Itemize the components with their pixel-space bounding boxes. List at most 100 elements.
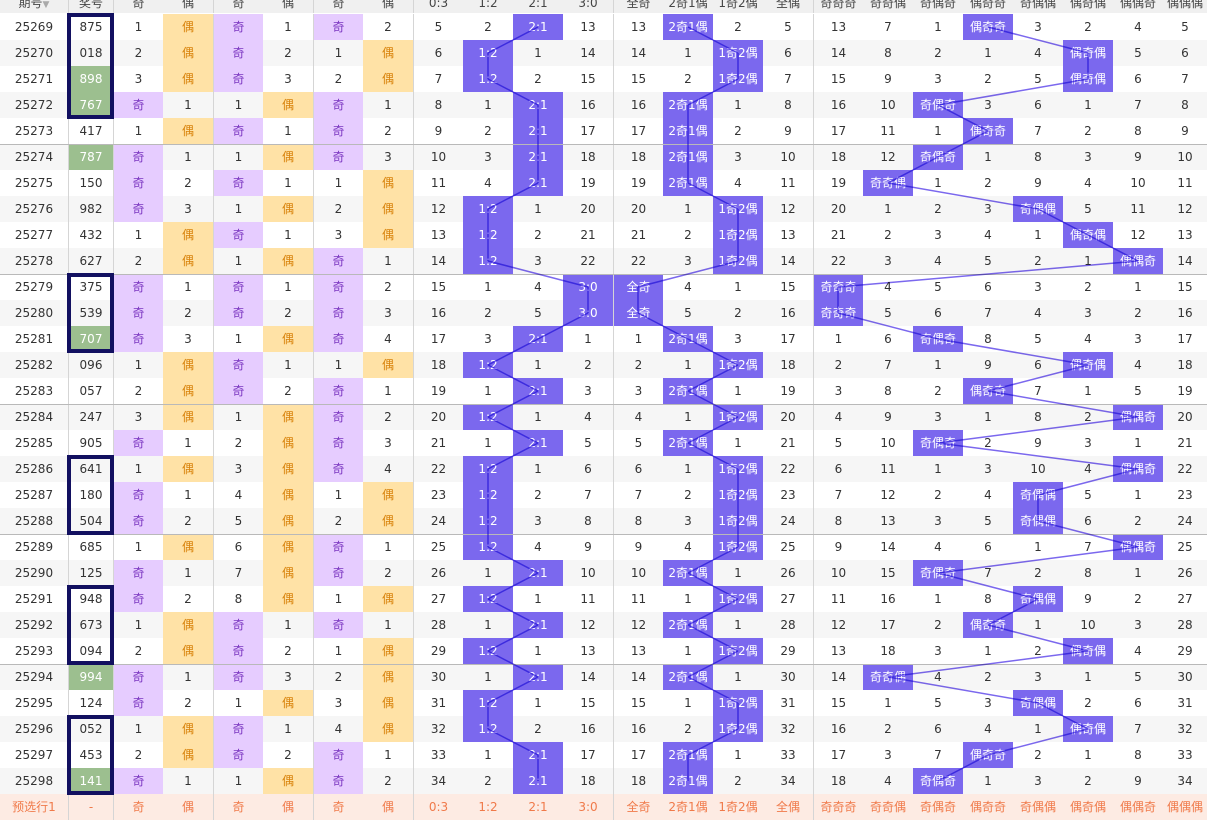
draw-number-cell: 247 [68, 404, 113, 430]
prediction-cell[interactable]: 1:2 [478, 800, 498, 814]
hit-badge: 偶奇偶 [1063, 40, 1113, 66]
stat-cell: 15 [880, 566, 896, 580]
stat-cell: 2 [534, 228, 542, 242]
header-cell: 偶奇奇 [969, 0, 1006, 10]
stat-cell: 3 [934, 72, 942, 86]
header-cell: 奇 [313, 0, 363, 13]
hit-badge: 偶奇偶 [1063, 638, 1113, 664]
prediction-cell[interactable]: 1奇2偶 [718, 800, 758, 814]
highlight-cell: 偶奇偶 [1063, 638, 1113, 664]
prediction-cell[interactable]: 偶 [381, 800, 394, 814]
stat-cell: 6 [813, 456, 863, 482]
prediction-row[interactable]: 预选行1- 奇偶奇偶奇偶 0:3 1:2 2:1 3:0 全奇 2奇1偶 1奇2偶 全偶 奇奇奇 奇奇… [0, 794, 1207, 820]
stat-cell: 4 [213, 482, 263, 508]
stat-cell: 12 [613, 612, 663, 638]
hit-badge: 偶偶奇 [1113, 456, 1163, 482]
stat-cell: 7 [984, 566, 992, 580]
selection-frame [67, 273, 114, 353]
stat-cell: 3 [534, 254, 542, 268]
selection-frame [67, 13, 114, 119]
prediction-cell[interactable]: 偶 [281, 800, 294, 814]
hit-badge: 2奇1偶 [663, 768, 713, 794]
stat-cell: 1 [884, 202, 892, 216]
stat-cell: 2 [1034, 254, 1042, 268]
stat-cell: 11 [880, 124, 896, 138]
stat-cell: 17 [413, 326, 463, 352]
stat-cell: 3 [384, 306, 392, 320]
issue-cell: 25293 [14, 644, 54, 658]
stat-cell: 1 [534, 358, 542, 372]
stat-cell: 3 [113, 404, 163, 430]
stat-cell: 4 [313, 716, 363, 742]
highlight-cell: 全奇 [613, 300, 663, 326]
stat-cell: 1 [1134, 566, 1142, 580]
stat-cell: 7 [884, 20, 892, 34]
stat-cell: 1 [734, 436, 742, 450]
table-row: 25271 898 3 偶奇 3 2 偶 7 1:2 2 15 15 2 1奇2偶 7 15 9 3 2 5 偶奇偶 6 7 [0, 66, 1207, 92]
stat-cell: 12 [880, 150, 896, 164]
stat-cell: 18 [813, 144, 863, 170]
stat-cell: 奇 [213, 274, 263, 300]
stat-cell: 3 [984, 462, 992, 476]
prediction-cell[interactable]: 偶偶奇 [1119, 800, 1156, 814]
prediction-cell[interactable]: 3:0 [578, 800, 598, 814]
prediction-cell[interactable]: 奇 [113, 794, 163, 820]
stat-cell: 11 [813, 586, 863, 612]
prediction-cell[interactable]: 预选行1 [12, 800, 56, 814]
stat-cell: 13 [780, 228, 796, 242]
prediction-cell[interactable]: 偶偶偶 [1166, 800, 1203, 814]
prediction-cell[interactable]: - [68, 794, 113, 820]
stat-cell: 29 [1177, 644, 1193, 658]
stat-cell: 1 [113, 118, 163, 144]
prediction-cell[interactable]: 全奇 [613, 794, 663, 820]
highlight-cell: 2:1 [513, 118, 563, 144]
table-row: 25282 096 1 偶奇 1 1 偶 18 1:2 1 2 2 1 1奇2偶 18 2 7 1 9 6 偶奇偶 4 18 [0, 352, 1207, 378]
stat-cell: 29 [413, 638, 463, 664]
stat-cell: 1 [734, 618, 742, 632]
hit-badge: 偶偶奇 [1113, 248, 1163, 274]
stat-cell: 8 [584, 514, 592, 528]
stat-cell: 2 [313, 196, 363, 222]
stat-cell: 3 [384, 436, 392, 450]
stat-cell: 1 [284, 124, 292, 138]
prediction-cell[interactable]: 偶奇偶 [1069, 800, 1106, 814]
stat-cell: 奇 [113, 560, 163, 586]
stat-cell: 偶 [163, 14, 213, 40]
stat-cell: 1 [1134, 488, 1142, 502]
prediction-cell[interactable]: 奇奇奇 [813, 794, 863, 820]
prediction-cell[interactable]: 0:3 [413, 794, 463, 820]
stat-cell: 2 [734, 306, 742, 320]
stat-cell: 1 [684, 202, 692, 216]
hit-badge: 全奇 [614, 274, 663, 300]
prediction-cell[interactable]: 奇 [313, 794, 363, 820]
stat-cell: 1 [984, 644, 992, 658]
stat-cell: 15 [413, 274, 463, 300]
stat-cell: 1 [734, 566, 742, 580]
draw-number-cell: 150 [68, 170, 113, 196]
hit-badge: 偶奇偶 [1063, 352, 1113, 378]
header-issue-sortable[interactable]: 期号▼ [18, 0, 50, 10]
table-row: 25279 375 奇 1 奇 1 奇 2 15 1 4 3:0 全奇 4 1 15 奇奇奇 4 5 6 3 2 1 15 [0, 274, 1207, 300]
prediction-cell[interactable]: 2:1 [528, 800, 548, 814]
prediction-cell[interactable]: 奇 [213, 794, 263, 820]
sort-down-icon[interactable]: ▼ [42, 0, 50, 10]
prediction-cell[interactable]: 偶奇奇 [969, 800, 1006, 814]
stat-cell: 18 [413, 352, 463, 378]
prediction-cell[interactable]: 奇偶奇 [919, 800, 956, 814]
stat-cell: 28 [780, 618, 796, 632]
prediction-cell[interactable]: 奇偶偶 [1019, 800, 1056, 814]
stat-cell: 奇 [113, 300, 163, 326]
prediction-cell[interactable]: 奇奇偶 [869, 800, 906, 814]
prediction-cell[interactable]: 偶 [181, 800, 194, 814]
group-divider [0, 664, 1207, 665]
stat-cell: 2 [584, 358, 592, 372]
stat-cell: 3 [934, 410, 942, 424]
stat-cell: 偶 [163, 638, 213, 664]
stat-cell: 7 [1034, 124, 1042, 138]
prediction-cell[interactable]: 全偶 [775, 800, 800, 814]
stat-cell: 偶 [163, 40, 213, 66]
stat-cell: 奇 [113, 768, 163, 794]
table-row: 25275 150 奇 2 奇 1 1 偶 11 4 2:1 19 19 2奇1偶 4 11 19 奇奇偶 1 2 9 4… [0, 170, 1207, 196]
highlight-cell: 偶奇奇 [963, 378, 1013, 404]
prediction-cell[interactable]: 2奇1偶 [668, 800, 708, 814]
